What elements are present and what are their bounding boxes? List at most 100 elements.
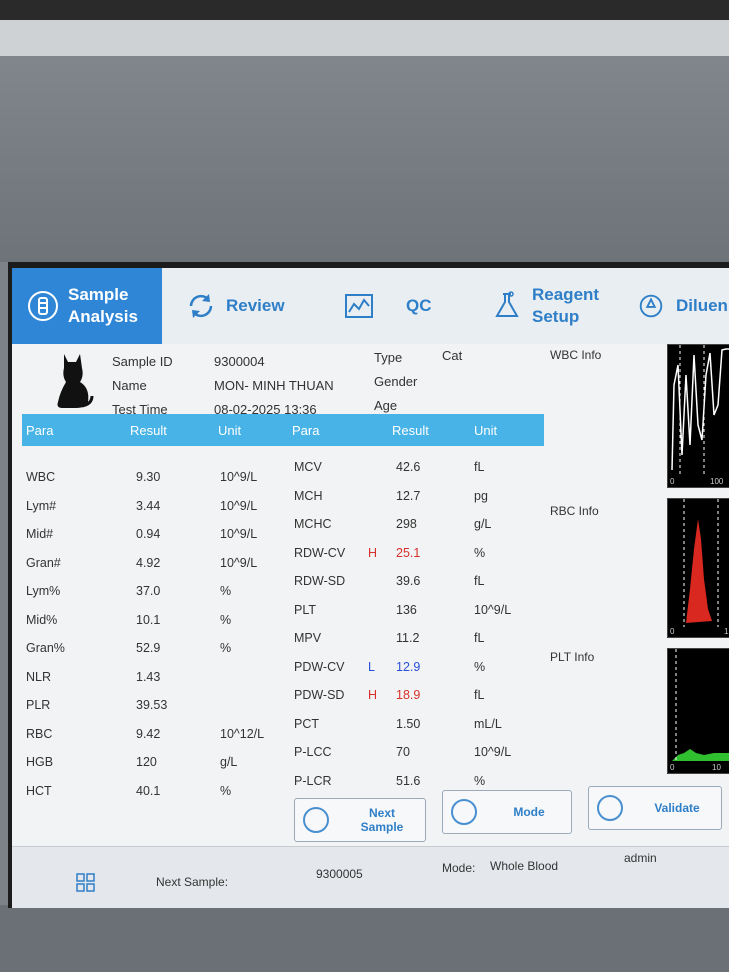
param-result: 136 — [396, 602, 417, 617]
tab-reagent-setup[interactable]: Reagent Setup — [490, 268, 599, 344]
mode-icon — [451, 799, 477, 825]
param-unit: 10^9/L — [220, 470, 258, 484]
param-unit: 10^9/L — [220, 527, 258, 541]
param-name: Mid% — [26, 612, 58, 627]
param-result: 11.2 — [396, 631, 420, 645]
top-navigation-bar: Sample Analysis Review QC Reagent Setup … — [12, 268, 729, 344]
param-result: 1.50 — [396, 716, 421, 731]
sample-tube-icon — [26, 289, 60, 323]
gender-label: Gender — [374, 374, 418, 389]
validate-button-label: Validate — [654, 801, 700, 815]
param-name: PDW-CV — [294, 659, 345, 674]
results-table-header: Para Result Unit Para Result Unit — [22, 414, 544, 446]
tab-qc[interactable]: QC — [342, 268, 432, 344]
param-result: 10.1 — [136, 612, 161, 627]
name-value: MON- MINH THUAN — [214, 378, 334, 393]
type-label: Type — [374, 350, 403, 365]
param-result: 0.94 — [136, 527, 161, 541]
param-name: PCT — [294, 716, 319, 731]
wbc-axis-label: 100 — [710, 477, 724, 486]
param-result: 4.92 — [136, 555, 161, 570]
name-label: Name — [112, 378, 147, 393]
validate-user-icon — [597, 795, 623, 821]
mode-button-label: Mode — [513, 805, 545, 819]
diluent-icon — [634, 289, 668, 323]
param-name: HGB — [26, 755, 54, 769]
sample-info-panel: Sample ID 9300004 Name MON- MINH THUAN T… — [22, 348, 542, 417]
param-unit: pg — [474, 488, 488, 503]
plt-axis-zero: 0 — [670, 763, 675, 772]
wbc-info-label: WBC Info — [550, 348, 602, 362]
param-unit: fL — [474, 574, 485, 588]
plt-histogram: 0 10 — [667, 648, 729, 774]
param-result: 9.42 — [136, 726, 161, 741]
tab-review[interactable]: Review — [184, 268, 285, 344]
param-result: 42.6 — [396, 460, 421, 474]
param-name: PDW-SD — [294, 688, 345, 702]
result-flag: L — [368, 659, 375, 674]
param-name: MPV — [294, 631, 322, 645]
param-result: 37.0 — [136, 584, 161, 598]
param-name: WBC — [26, 470, 56, 484]
param-name: RBC — [26, 726, 53, 741]
param-name: Gran# — [26, 555, 61, 570]
param-name: MCH — [294, 488, 323, 503]
rbc-info-label: RBC Info — [550, 504, 599, 518]
tab-review-label: Review — [226, 296, 285, 315]
tab-diluent[interactable]: Diluen — [634, 268, 728, 344]
tab-sample-analysis-label: Sample Analysis — [68, 285, 138, 326]
param-unit: 10^9/L — [220, 498, 258, 513]
sample-id-label: Sample ID — [112, 354, 173, 369]
param-unit: 10^9/L — [474, 602, 512, 617]
next-sample-button-label: Next Sample — [360, 806, 404, 834]
param-name: HCT — [26, 783, 52, 798]
param-name: MCV — [294, 460, 322, 474]
param-unit: fL — [474, 688, 485, 702]
mode-status-label: Mode: — [442, 861, 476, 875]
param-unit: % — [474, 545, 486, 560]
param-name: PLT — [294, 602, 316, 617]
next-sample-button[interactable]: Next Sample — [294, 798, 426, 842]
validate-button[interactable]: Validate — [588, 786, 722, 830]
refresh-icon — [184, 289, 218, 323]
mode-button[interactable]: Mode — [442, 790, 572, 834]
param-result: 51.6 — [396, 773, 421, 788]
monitor-bezel — [0, 56, 729, 262]
param-result: 40.1 — [136, 783, 161, 798]
sample-id-value: 9300004 — [214, 354, 265, 369]
param-unit: 10^9/L — [220, 555, 258, 570]
rbc-axis-label: 1 — [724, 627, 729, 636]
param-unit: % — [220, 612, 232, 627]
col-unit-left: Unit — [218, 423, 242, 438]
param-unit: fL — [474, 460, 485, 474]
test-time-value: 08-02-2025 13:36 — [214, 402, 317, 417]
param-name: Mid# — [26, 527, 54, 541]
param-result: 39.53 — [136, 698, 168, 712]
next-sample-icon — [303, 807, 329, 833]
next-sample-status-label: Next Sample: — [156, 875, 229, 889]
tab-reagent-setup-label: Reagent Setup — [532, 285, 600, 326]
param-name: MCHC — [294, 517, 332, 531]
param-name: RDW-SD — [294, 574, 346, 588]
param-name: NLR — [26, 669, 52, 684]
param-result: 25.1 — [396, 545, 421, 560]
age-label: Age — [374, 398, 398, 413]
monitor-bottom-bezel — [0, 905, 729, 972]
param-unit: % — [220, 783, 232, 798]
param-unit: mL/L — [474, 716, 502, 731]
param-unit: % — [220, 641, 232, 655]
tab-sample-analysis[interactable]: Sample Analysis — [12, 268, 162, 344]
param-name: PLR — [26, 698, 51, 712]
wbc-histogram: 0 100 — [667, 344, 729, 488]
tab-diluent-label: Diluen — [676, 296, 728, 315]
next-sample-status-value: 9300005 — [316, 867, 363, 881]
param-unit: % — [474, 659, 486, 674]
param-unit: fL — [474, 631, 485, 645]
param-name: P-LCR — [294, 773, 332, 788]
param-result: 3.44 — [136, 498, 161, 513]
param-name: Lym# — [26, 498, 57, 513]
param-name: Lym% — [26, 584, 61, 598]
param-name: RDW-CV — [294, 545, 346, 560]
menu-grid-icon[interactable] — [76, 873, 96, 893]
flask-icon — [490, 289, 524, 323]
